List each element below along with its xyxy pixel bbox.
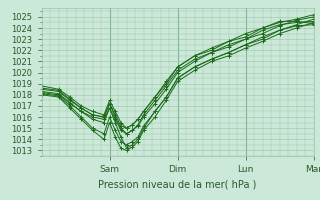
X-axis label: Pression niveau de la mer( hPa ): Pression niveau de la mer( hPa ) (99, 180, 257, 190)
